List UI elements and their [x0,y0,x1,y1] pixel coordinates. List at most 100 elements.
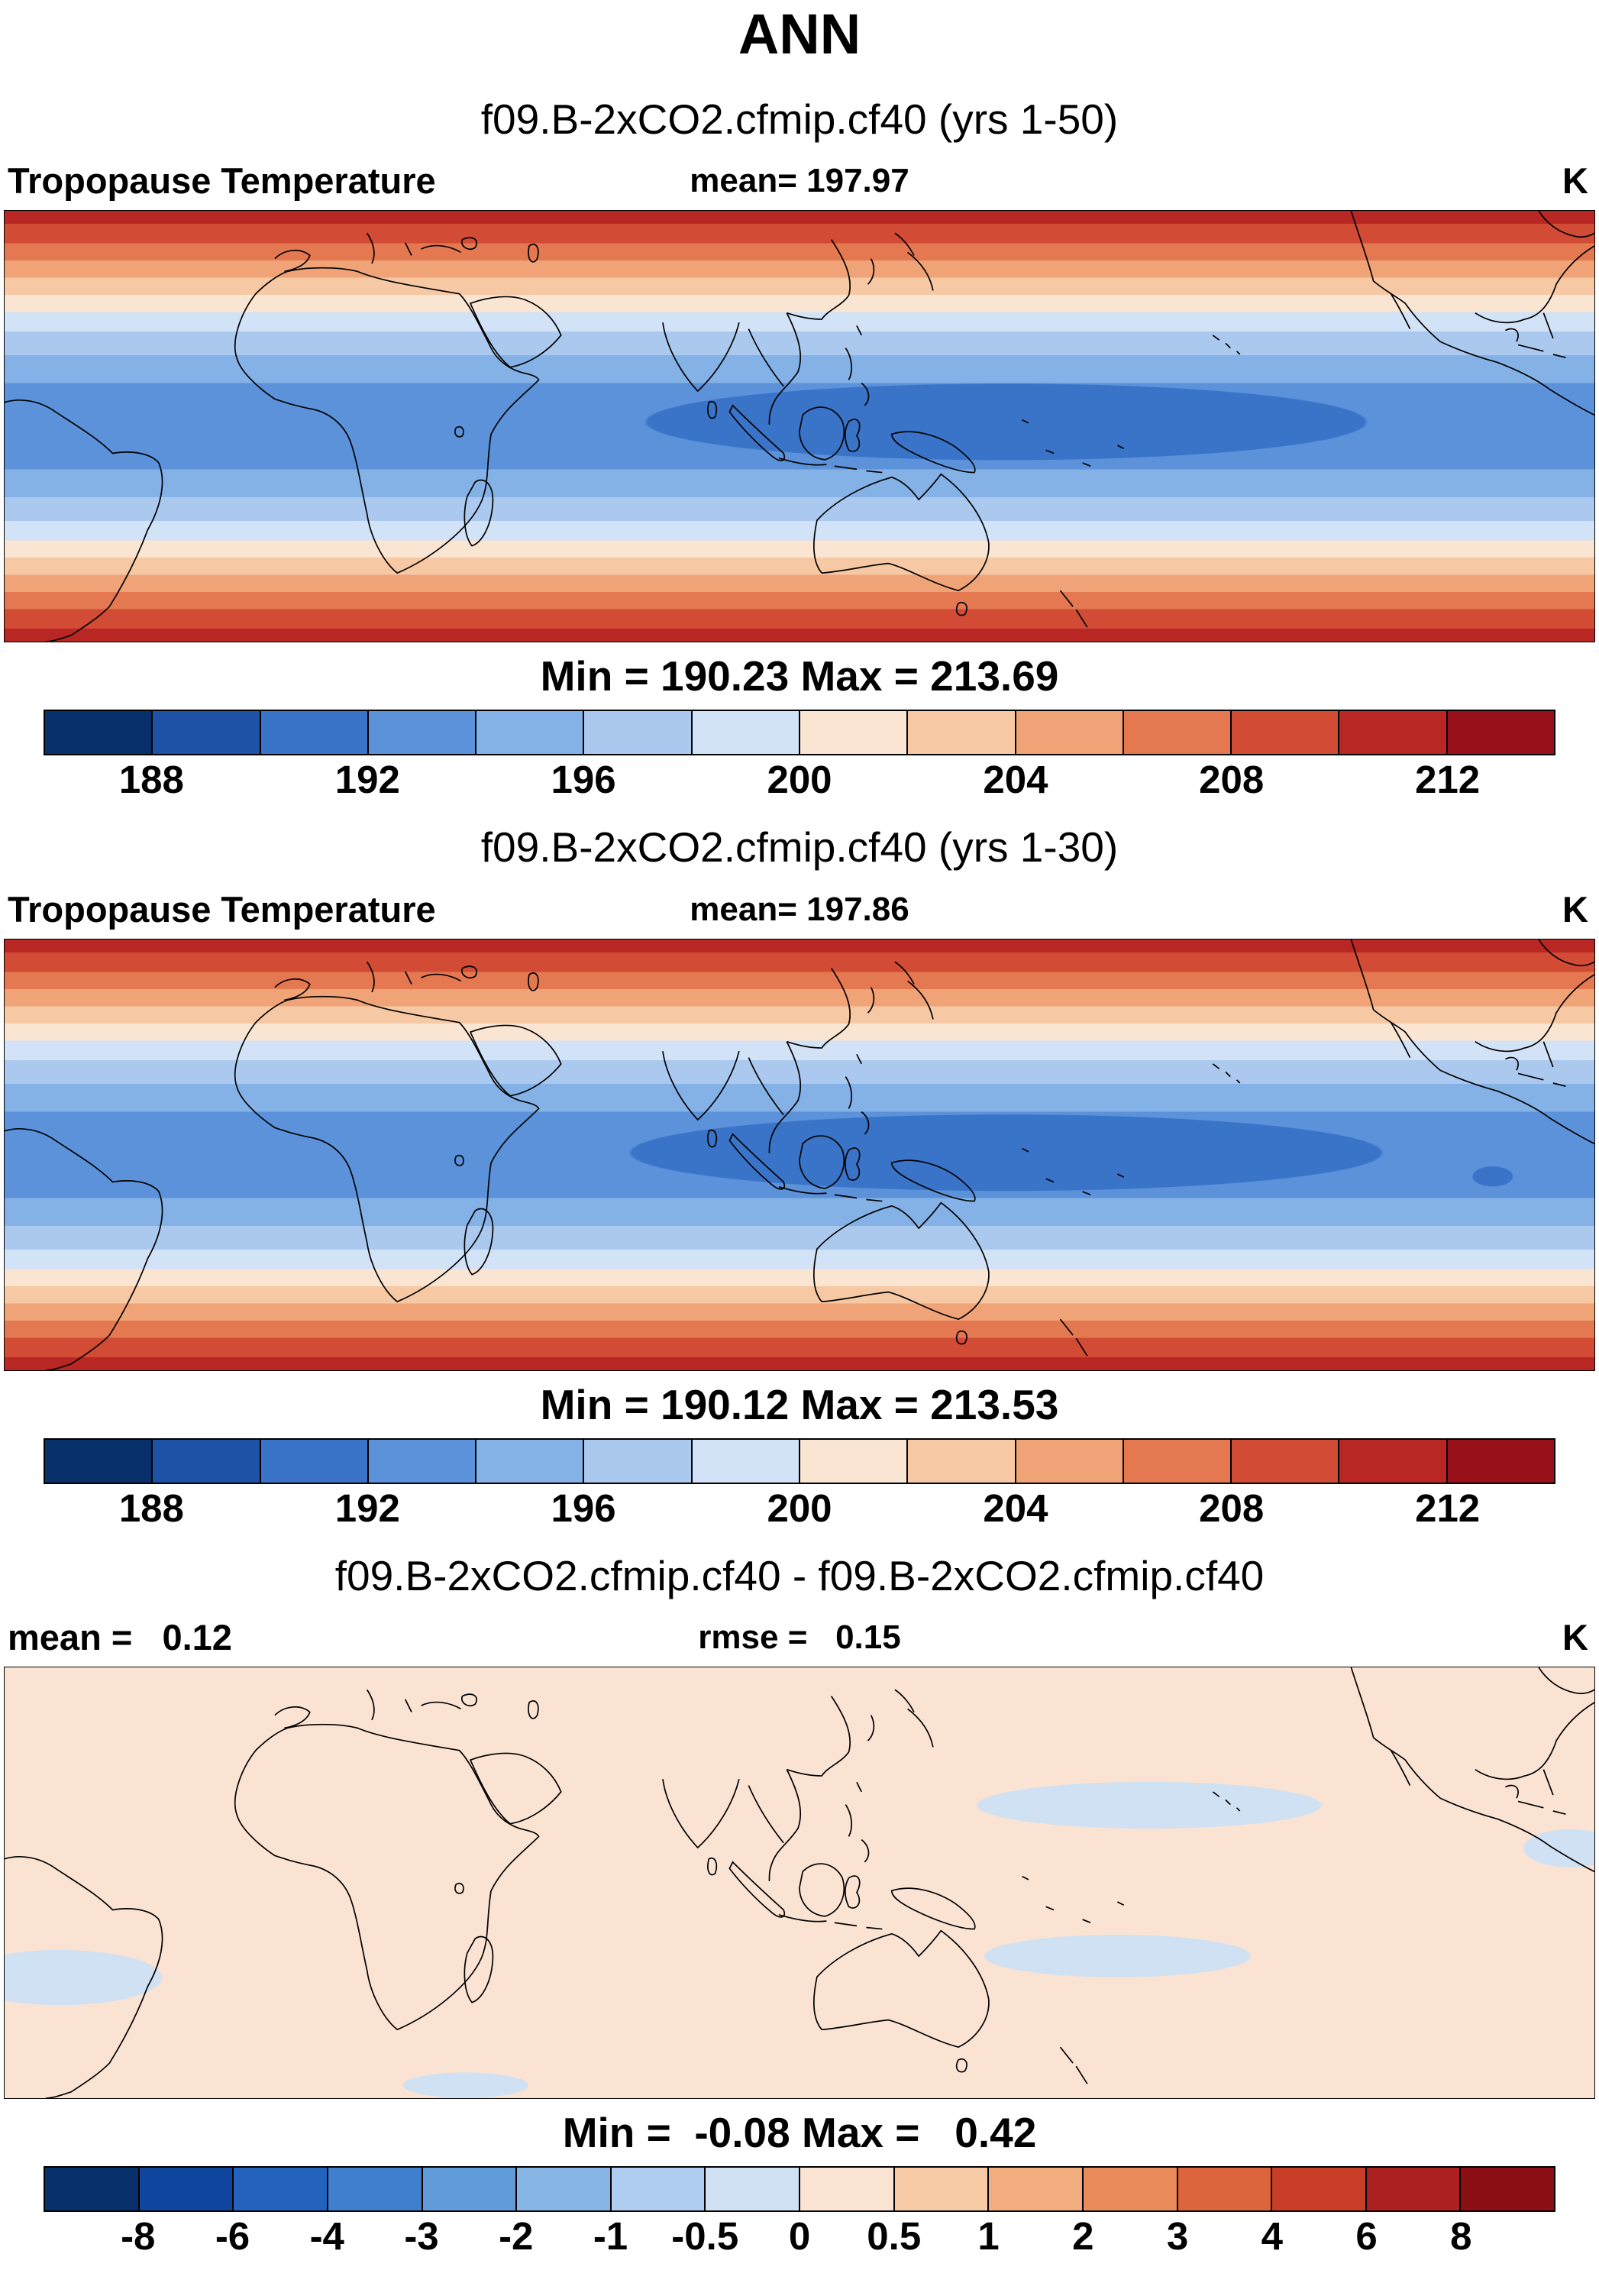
colorbar-cell [151,1439,260,1483]
colorbar-cell [690,1439,799,1483]
colorbar-cell [1446,711,1554,755]
colorbar-cell [1271,2168,1365,2211]
panel2-variable-label: Tropopause Temperature [8,888,436,930]
colorbar-tick-label: 192 [334,758,400,802]
colorbar-tick-label: 8 [1450,2214,1472,2259]
colorbar-cell [151,711,260,755]
figure-root: ANN f09.B-2xCO2.cfmip.cf40 (yrs 1-50) Tr… [0,5,1599,2259]
colorbar-tick-label: 204 [983,758,1048,802]
colorbar-tick-label: 196 [551,1486,616,1530]
colorbar-cell [232,2168,327,2211]
colorbar-cell [1459,2168,1554,2211]
panel2-header: Tropopause Temperature mean= 197.86 K [8,888,1591,931]
colorbar-cell [45,1439,152,1483]
colorbar-tick-label: 0 [788,2214,811,2259]
panel3-header: mean = 0.12 rmse = 0.15 K [8,1616,1591,1659]
colorbar-cell [1230,1439,1339,1483]
colorbar-cell [1014,1439,1123,1483]
panel3-colorbar-ticks: -8 -6 -4 -3 -2 -1 -0.5 0 0.5 1 2 3 4 6 8 [44,2214,1555,2259]
panel1-mean-label: mean= 197.97 [690,162,909,200]
figure-title: ANN [738,2,861,66]
colorbar-cell [515,2168,610,2211]
colorbar-tick-label: 6 [1355,2214,1378,2259]
panel1-colorbar [44,710,1555,756]
colorbar-cell [367,711,476,755]
colorbar-cell [1176,2168,1271,2211]
panel1-map [4,210,1595,643]
colorbar-cell [1338,711,1446,755]
colorbar-tick-label: 208 [1199,1486,1265,1530]
colorbar-tick-label: 212 [1415,758,1481,802]
colorbar-cell [704,2168,799,2211]
panel1-unit-label: K [1562,160,1588,202]
colorbar-tick-label: -3 [404,2214,439,2259]
panel1-header: Tropopause Temperature mean= 197.97 K [8,160,1591,202]
panel3-colorbar [44,2166,1555,2213]
colorbar-tick-label: 208 [1199,758,1265,802]
panel2-minmax-label: Min = 190.12 Max = 213.53 [540,1380,1059,1428]
colorbar-cell [326,2168,422,2211]
panel2-unit-label: K [1562,888,1588,930]
panel2-subtitle: f09.B-2xCO2.cfmip.cf40 (yrs 1-30) [480,823,1119,872]
colorbar-tick-label: 188 [118,1486,184,1530]
colorbar-cell [987,2168,1082,2211]
colorbar-cell [1122,711,1231,755]
panel3-rmse-label: rmse = 0.15 [698,1619,901,1657]
panel2-map [4,938,1595,1371]
colorbar-tick-label: 200 [767,758,832,802]
colorbar-cell [1081,2168,1177,2211]
colorbar-tick-label: 204 [983,1486,1048,1530]
colorbar-cell [367,1439,476,1483]
panel1-coastlines-overlay [5,211,1594,642]
colorbar-tick-label: 196 [551,758,616,802]
colorbar-cell [475,1439,583,1483]
panel3-mean-label: mean = 0.12 [8,1617,232,1658]
colorbar-tick-label: 192 [334,1486,400,1530]
colorbar-cell [45,711,152,755]
colorbar-cell [1446,1439,1554,1483]
colorbar-tick-label: 0.5 [867,2214,922,2259]
panel3-minmax-label: Min = -0.08 Max = 0.42 [562,2109,1037,2157]
panel1-variable-label: Tropopause Temperature [8,160,436,202]
colorbar-tick-label: -0.5 [671,2214,739,2259]
panel2-colorbar [44,1437,1555,1484]
panel2-mean-label: mean= 197.86 [690,890,909,928]
colorbar-tick-label: -8 [121,2214,156,2259]
colorbar-cell [1014,711,1123,755]
colorbar-cell [798,1439,907,1483]
colorbar-cell [583,1439,691,1483]
colorbar-cell [583,711,691,755]
colorbar-cell [799,2168,893,2211]
panel3-title: f09.B-2xCO2.cfmip.cf40 - f09.B-2xCO2.cfm… [334,1551,1265,1599]
colorbar-cell [798,711,907,755]
colorbar-cell [45,2168,138,2211]
colorbar-cell [690,711,799,755]
colorbar-cell [1338,1439,1446,1483]
colorbar-cell [259,1439,367,1483]
colorbar-tick-label: 2 [1072,2214,1094,2259]
colorbar-cell [421,2168,516,2211]
panel3-unit-label: K [1562,1617,1588,1658]
panel1-subtitle: f09.B-2xCO2.cfmip.cf40 (yrs 1-50) [480,95,1119,143]
colorbar-tick-label: 200 [767,1486,832,1530]
panel1-minmax-label: Min = 190.23 Max = 213.69 [540,652,1059,700]
colorbar-cell [609,2168,705,2211]
colorbar-cell [137,2168,233,2211]
panel1-colorbar-ticks: 188 192 196 200 204 208 212 [44,757,1555,803]
colorbar-cell [906,1439,1015,1483]
panel2-coastlines-overlay [5,939,1594,1370]
colorbar-cell [1230,711,1339,755]
panel2-colorbar-ticks: 188 192 196 200 204 208 212 [44,1486,1555,1531]
colorbar-tick-label: 4 [1261,2214,1283,2259]
colorbar-tick-label: -4 [309,2214,344,2259]
colorbar-cell [1365,2168,1460,2211]
colorbar-cell [906,711,1015,755]
colorbar-cell [893,2168,988,2211]
colorbar-tick-label: -1 [593,2214,628,2259]
panel3-coastlines-overlay [5,1667,1594,2099]
colorbar-tick-label: 1 [977,2214,1000,2259]
colorbar-cell [259,711,367,755]
colorbar-cell [1122,1439,1231,1483]
colorbar-cell [475,711,583,755]
colorbar-tick-label: -2 [499,2214,534,2259]
